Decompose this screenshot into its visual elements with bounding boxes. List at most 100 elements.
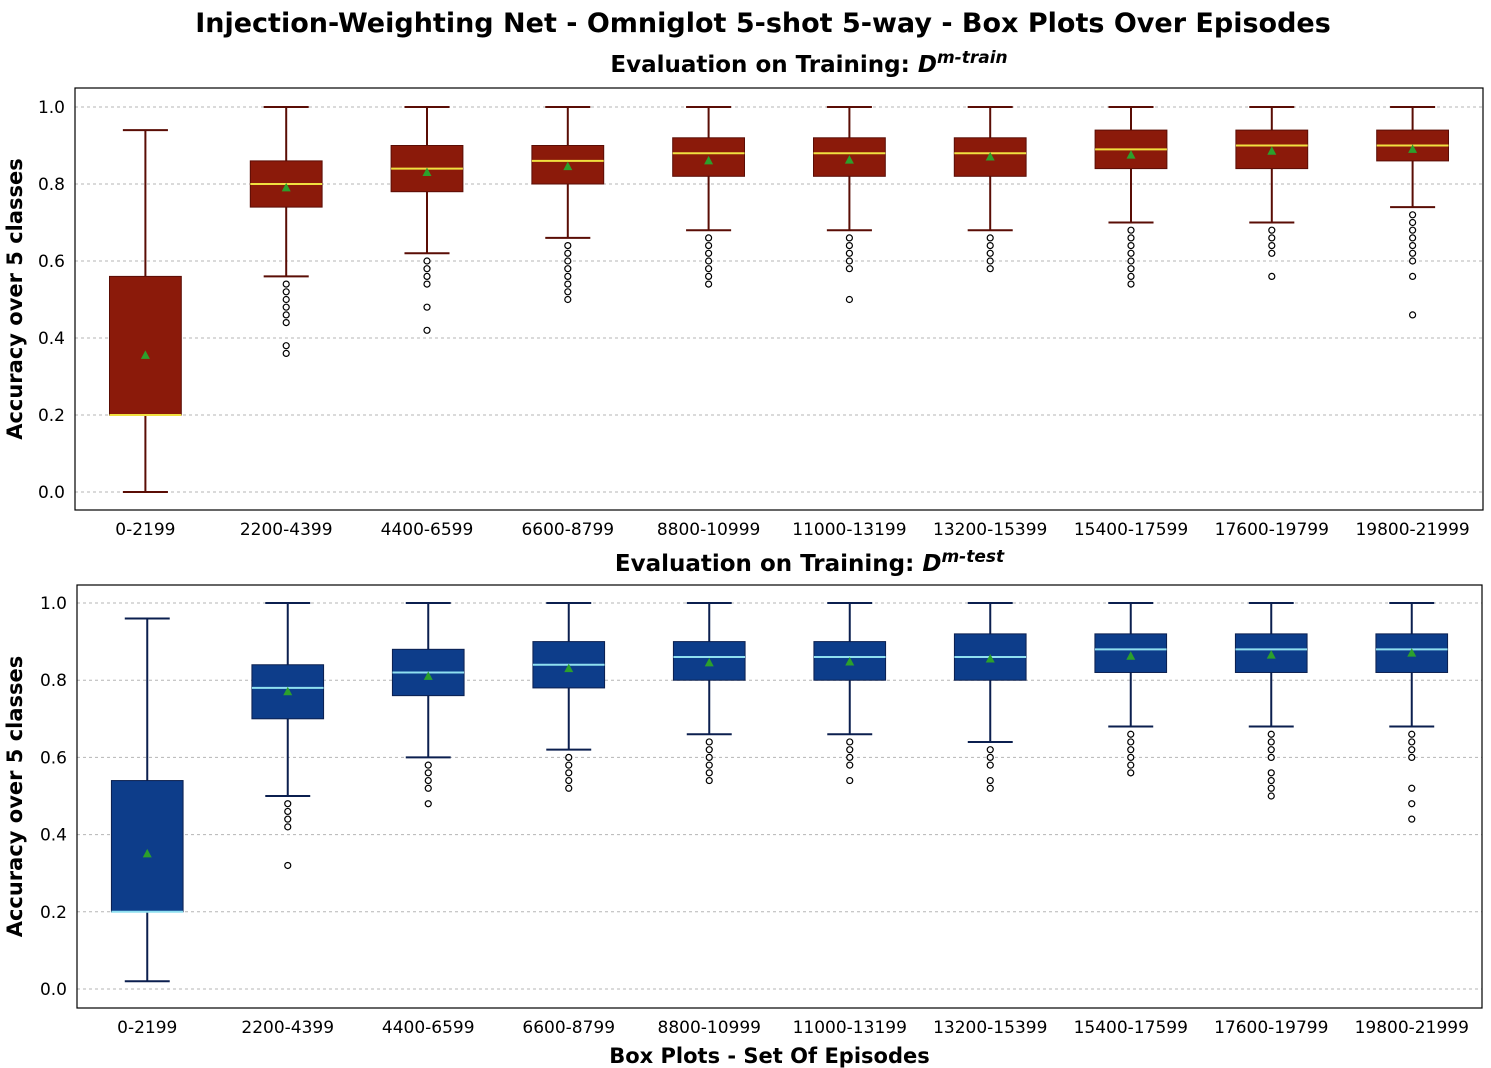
outlier-point	[1268, 242, 1276, 250]
y-tick-label: 0.2	[38, 406, 65, 426]
outlier-point	[1408, 815, 1416, 823]
x-tick-label: 15400-17599	[1074, 520, 1188, 540]
outlier-point	[1268, 234, 1276, 242]
outlier-point	[1408, 257, 1417, 265]
outlier-point	[1127, 738, 1135, 746]
y-tick-label: 0.0	[38, 483, 65, 503]
outlier-point	[565, 769, 573, 777]
box-8800-10999	[672, 106, 746, 288]
panel-test: Evaluation on Training: Dm-test 0.0 0.2 0.4…	[3, 547, 1483, 1068]
outlier-point	[1408, 753, 1416, 762]
x-tick-label: 8800-10999	[657, 520, 760, 540]
x-tick-label: 6600-8799	[521, 520, 614, 540]
outlier-point	[1408, 746, 1416, 754]
box-19800-21999	[1376, 106, 1450, 319]
outlier-point	[704, 242, 713, 250]
outlier-point	[564, 249, 572, 257]
outlier-point	[1127, 257, 1135, 265]
box-iqr	[1094, 633, 1168, 673]
x-tick-label: 11000-13199	[792, 520, 906, 540]
mean-marker	[704, 657, 714, 667]
outlier-point	[284, 807, 292, 816]
outlier-point	[424, 784, 432, 792]
x-tick-label: 8800-10999	[658, 1018, 761, 1038]
panel-title-prefix: Evaluation on Training:	[610, 52, 917, 78]
mean-marker	[283, 686, 293, 696]
outlier-point	[564, 295, 572, 304]
outlier-point	[423, 257, 431, 265]
box-15400-17599	[1094, 106, 1168, 288]
mean-marker	[985, 152, 995, 161]
outlier-point	[282, 349, 290, 357]
outlier-point	[282, 319, 290, 327]
outlier-point	[845, 249, 854, 257]
outlier-point	[1127, 761, 1135, 769]
box-0-2199	[108, 129, 182, 493]
outlier-point	[986, 746, 994, 754]
mean-marker	[1266, 650, 1276, 659]
outlier-point	[1408, 242, 1417, 250]
box-11000-13199	[812, 106, 886, 304]
outlier-point	[282, 295, 290, 304]
outlier-point	[565, 753, 573, 762]
outlier-point	[846, 738, 854, 746]
y-tick-label: 0.0	[40, 980, 67, 1000]
outlier-point	[424, 776, 432, 785]
x-tick-label: 4400-6599	[381, 520, 474, 540]
box-6600-8799	[532, 602, 606, 792]
outlier-point	[284, 815, 292, 823]
panel-title: Evaluation on Training: Dm-train	[610, 48, 1007, 78]
mean-marker	[563, 161, 573, 171]
outlier-point	[1267, 776, 1275, 785]
outlier-point	[846, 753, 854, 762]
outlier-point	[423, 265, 431, 273]
mean-marker	[1267, 146, 1277, 155]
box-4400-6599	[390, 106, 464, 334]
mean-marker	[985, 653, 995, 663]
outlier-point	[1127, 249, 1135, 257]
mean-marker	[422, 167, 432, 176]
box-13200-15399	[953, 602, 1027, 792]
outlier-point	[1267, 784, 1275, 792]
box-17600-19799	[1234, 602, 1308, 800]
y-tick-label: 0.2	[40, 903, 67, 923]
outlier-point	[1127, 226, 1135, 234]
box-4400-6599	[391, 602, 465, 808]
outlier-point	[986, 249, 994, 257]
y-tick-label: 1.0	[38, 98, 65, 118]
x-tick-label: 13200-15399	[933, 1018, 1047, 1038]
outlier-point	[1127, 242, 1135, 250]
panel-train: Evaluation on Training: Dm-train 0.0 0.2 0.…	[3, 48, 1484, 540]
y-tick-label: 1.0	[40, 594, 67, 614]
outlier-point	[1127, 746, 1135, 754]
x-tick-label: 19800-21999	[1355, 1018, 1469, 1038]
mean-marker	[281, 182, 291, 192]
outlier-point	[704, 234, 713, 242]
outlier-point	[423, 303, 431, 311]
outlier-point	[704, 265, 713, 273]
outlier-point	[1127, 753, 1135, 762]
outlier-point	[424, 761, 432, 769]
outlier-point	[564, 280, 572, 288]
outlier-point	[282, 311, 290, 319]
outlier-point	[423, 272, 431, 280]
outlier-point	[1408, 800, 1416, 808]
outlier-point	[845, 242, 854, 250]
outlier-point	[1127, 272, 1135, 280]
outlier-point	[705, 776, 713, 785]
box-11000-13199	[813, 602, 887, 785]
mean-marker	[704, 155, 714, 165]
x-tick-label: 17600-19799	[1215, 520, 1329, 540]
outlier-point	[704, 280, 713, 288]
outlier-point	[282, 280, 290, 288]
outlier-point	[565, 761, 573, 769]
outlier-point	[846, 746, 854, 754]
outlier-point	[1267, 769, 1275, 777]
outlier-point	[705, 753, 713, 762]
mean-marker	[1126, 651, 1136, 660]
y-tick-label: 0.4	[40, 826, 67, 846]
outlier-point	[1408, 211, 1417, 219]
panel-title-prefix: Evaluation on Training:	[615, 551, 922, 577]
box-15400-17599	[1094, 602, 1168, 777]
outlier-point	[1127, 769, 1135, 777]
